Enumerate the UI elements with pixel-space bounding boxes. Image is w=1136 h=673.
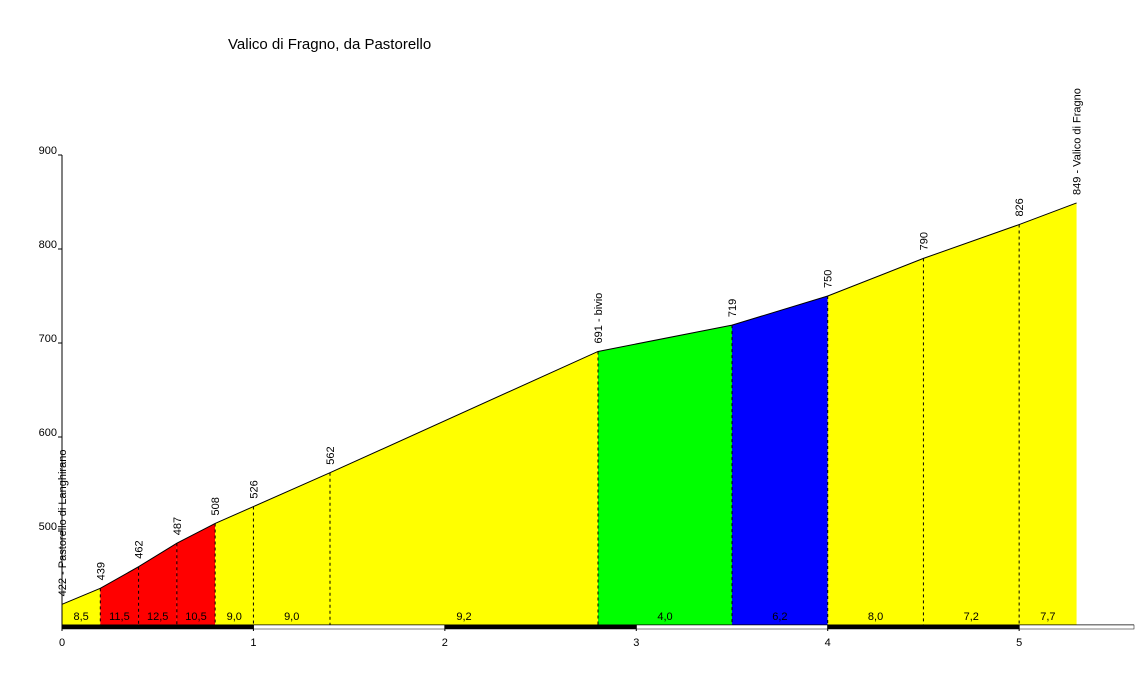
gradient-label: 8,5 bbox=[73, 611, 88, 623]
x-tick-label: 2 bbox=[442, 637, 448, 649]
elevation-label: 750 bbox=[823, 270, 835, 288]
y-tick-label: 800 bbox=[39, 239, 57, 251]
gradient-label: 10,5 bbox=[185, 611, 206, 623]
segment-fill bbox=[923, 224, 1020, 625]
x-tick-label: 5 bbox=[1016, 637, 1022, 649]
segment-fill bbox=[732, 296, 828, 625]
profile-line bbox=[61, 202, 1077, 605]
elevation-label: 562 bbox=[325, 446, 337, 464]
segment-fill bbox=[253, 472, 330, 625]
km-bar bbox=[61, 624, 254, 630]
elevation-label: 826 bbox=[1014, 198, 1026, 216]
elevation-label: 691 - bivio bbox=[593, 293, 605, 344]
y-tick-label: 900 bbox=[39, 145, 57, 157]
elevation-label: 487 bbox=[172, 517, 184, 535]
segment-fill bbox=[138, 543, 177, 625]
elevation-label: 526 bbox=[248, 480, 260, 498]
elevation-label: 462 bbox=[134, 540, 146, 558]
km-bar bbox=[253, 624, 446, 630]
gradient-label: 4,0 bbox=[657, 611, 672, 623]
x-tick-label: 1 bbox=[250, 637, 256, 649]
gradient-label: 9,0 bbox=[284, 611, 299, 623]
segment-fill bbox=[330, 351, 598, 625]
gradient-label: 7,2 bbox=[964, 611, 979, 623]
km-bar bbox=[444, 624, 637, 630]
gradient-label: 11,5 bbox=[109, 611, 130, 623]
segment-fill bbox=[100, 566, 139, 625]
segment-fill bbox=[176, 523, 216, 625]
segment-fill bbox=[598, 325, 732, 625]
gradient-label: 12,5 bbox=[147, 611, 168, 623]
gradient-label: 6,2 bbox=[772, 611, 787, 623]
y-tick-label: 600 bbox=[39, 427, 57, 439]
segment-fill bbox=[827, 258, 924, 625]
x-tick-label: 4 bbox=[825, 637, 831, 649]
segment-fill bbox=[1019, 202, 1077, 625]
km-bar bbox=[636, 624, 828, 630]
gradient-label: 9,2 bbox=[456, 611, 471, 623]
km-bar bbox=[827, 624, 1020, 630]
segment-fill bbox=[215, 506, 254, 625]
y-tick-label: 700 bbox=[39, 333, 57, 345]
x-tick-label: 3 bbox=[633, 637, 639, 649]
segment-fill bbox=[62, 588, 101, 625]
elevation-label: 508 bbox=[210, 497, 222, 515]
chart-title: Valico di Fragno, da Pastorello bbox=[228, 36, 431, 53]
elevation-label: 439 bbox=[95, 562, 107, 580]
gradient-label: 7,7 bbox=[1040, 611, 1055, 623]
x-tick-label: 0 bbox=[59, 637, 65, 649]
elevation-label: 422 - Pastorello di Langhirano bbox=[57, 450, 69, 597]
gradient-label: 9,0 bbox=[227, 611, 242, 623]
elevation-label: 790 bbox=[918, 232, 930, 250]
elevation-label: 849 - Valico di Fragno bbox=[1072, 88, 1084, 195]
elevation-label: 719 bbox=[727, 299, 739, 317]
km-bar bbox=[1018, 624, 1135, 630]
gradient-label: 8,0 bbox=[868, 611, 883, 623]
y-tick-label: 500 bbox=[39, 521, 57, 533]
